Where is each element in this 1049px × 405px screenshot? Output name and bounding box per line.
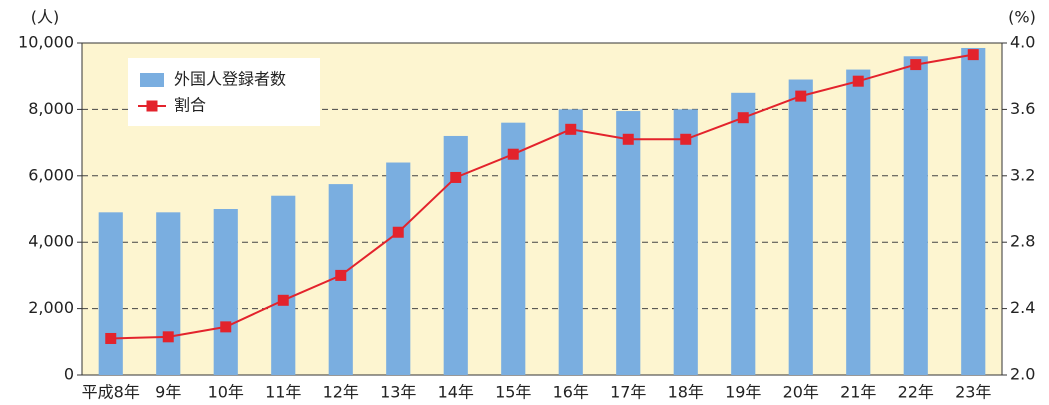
y-axis-label: (人) [31,8,60,27]
x-tick-label: 20年 [783,383,819,402]
marker [852,75,864,87]
legend-box [128,58,320,126]
bar [903,56,928,375]
x-tick-label: 14年 [438,383,474,402]
line [110,53,974,340]
x-tick-label: 11年 [265,383,301,402]
x-tick-label: 16年 [553,383,589,402]
y2-tick-label: 3.6 [1010,99,1035,118]
x-tick-label: 17年 [610,383,646,402]
marker [392,226,404,238]
bar [788,79,813,376]
y2-tick-label: 4.0 [1010,33,1035,52]
bar [616,111,641,375]
marker [680,133,692,145]
marker [220,321,232,333]
bar [501,122,526,376]
bar [156,212,181,375]
bar [731,92,756,376]
x-tick-label: 21年 [840,383,876,402]
y2-axis-label: (%) [1008,8,1036,27]
y2-tick-label: 3.2 [1010,165,1035,184]
bar [961,47,986,375]
marker [162,331,174,343]
y2-tick-label: 2.0 [1010,365,1035,384]
marker [737,112,749,124]
legend-label: 外国人登録者数 [174,70,286,89]
bar [443,135,468,375]
x-tick-label: 15年 [495,383,531,402]
marker [795,90,807,102]
x-tick-label: 平成8年 [82,383,140,402]
marker [105,332,117,344]
marker [565,123,577,135]
x-tick-label: 9年 [155,383,181,402]
marker [967,49,979,61]
marker [450,171,462,183]
x-tick-label: 19年 [725,383,761,402]
y-tick-label: 2,000 [28,298,74,317]
marker [622,133,634,145]
marker [910,59,922,71]
legend-label: 割合 [174,96,206,115]
bar [673,109,698,376]
y-tick-label: 8,000 [28,99,74,118]
bar [271,195,296,375]
bar [558,109,583,376]
legend-marker [146,100,158,112]
y-tick-label: 4,000 [28,232,74,251]
marker [277,294,289,306]
y2-tick-label: 2.8 [1010,232,1035,251]
y-tick-label: 10,000 [18,33,74,52]
legend-swatch [140,73,164,87]
x-tick-label: 22年 [898,383,934,402]
marker [335,269,347,281]
bar [846,69,871,375]
x-tick-label: 23年 [955,383,991,402]
x-tick-label: 13年 [380,383,416,402]
x-tick-label: 18年 [668,383,704,402]
bar [386,162,411,375]
y-tick-label: 6,000 [28,165,74,184]
x-tick-label: 12年 [323,383,359,402]
marker [507,148,519,160]
bar [213,209,238,375]
y2-tick-label: 2.4 [1010,298,1035,317]
y-tick-label: 0 [64,365,74,384]
x-tick-label: 10年 [208,383,244,402]
bar [98,212,123,375]
